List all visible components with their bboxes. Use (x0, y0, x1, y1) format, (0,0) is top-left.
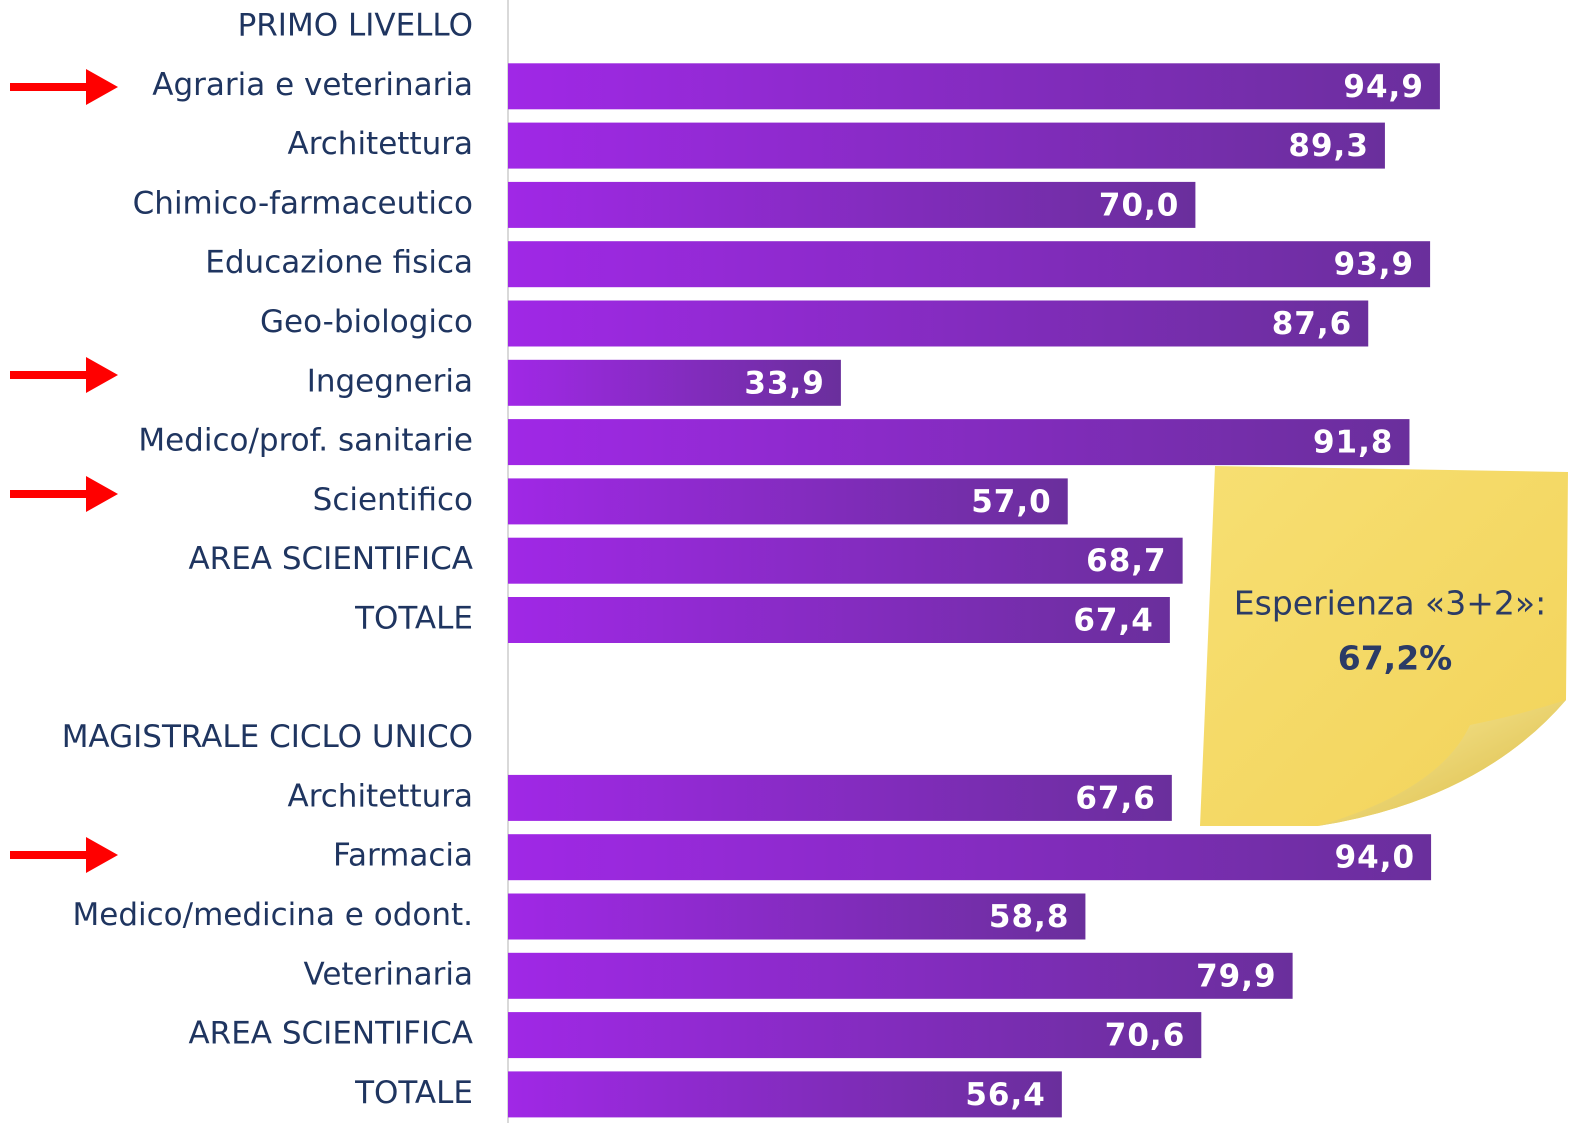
bar (508, 1071, 1062, 1118)
category-label: Veterinaria (304, 956, 473, 992)
arrow (10, 357, 118, 393)
bar (508, 419, 1410, 466)
value-label: 70,0 (1099, 187, 1180, 223)
category-label: AREA SCIENTIFICA (188, 541, 473, 577)
category-label: AREA SCIENTIFICA (188, 1016, 473, 1052)
bar (508, 537, 1183, 584)
value-label: 93,9 (1334, 247, 1415, 283)
category-label: Geo-biologico (260, 304, 473, 340)
category-label: Ingegneria (307, 363, 473, 399)
value-label: 70,6 (1105, 1018, 1186, 1054)
bar (508, 774, 1172, 821)
category-label: Agraria e veterinaria (152, 67, 473, 103)
note-text: Esperienza «3+2»: (1234, 584, 1546, 623)
bar (508, 893, 1086, 940)
category-label: TOTALE (354, 601, 473, 637)
value-label: 89,3 (1288, 128, 1369, 164)
bar (508, 241, 1431, 288)
category-label: Chimico-farmaceutico (133, 185, 473, 221)
category-label: Farmacia (333, 838, 473, 874)
value-label: 57,0 (971, 484, 1052, 520)
value-label: 94,9 (1343, 69, 1424, 105)
category-label: Architettura (287, 126, 473, 162)
value-label: 87,6 (1272, 306, 1353, 342)
category-label: Scientifico (313, 482, 473, 518)
arrow (10, 837, 118, 873)
note-value: 67,2% (1338, 639, 1453, 678)
category-label: TOTALE (354, 1075, 473, 1111)
bar (508, 834, 1432, 881)
value-label: 33,9 (744, 365, 825, 401)
value-label: 94,0 (1335, 840, 1416, 876)
sticky-note: Esperienza «3+2»: 67,2% (1200, 466, 1568, 826)
value-label: 67,4 (1073, 603, 1154, 639)
arrow (10, 476, 118, 512)
value-label: 68,7 (1086, 543, 1167, 579)
bar (508, 122, 1385, 169)
category-label: PRIMO LIVELLO (238, 8, 473, 44)
category-label: Medico/prof. sanitarie (138, 423, 473, 459)
note-curl (1318, 700, 1566, 826)
value-label: 58,8 (989, 899, 1070, 935)
value-label: 79,9 (1196, 958, 1277, 994)
category-label: Educazione fisica (205, 245, 473, 281)
category-label: MAGISTRALE CICLO UNICO (62, 719, 473, 755)
category-label: Architettura (287, 778, 473, 814)
bar (508, 359, 841, 406)
bar (508, 300, 1369, 347)
bar (508, 597, 1170, 643)
bar (508, 63, 1440, 110)
value-label: 56,4 (965, 1077, 1046, 1113)
category-label: Medico/medicina e odont. (73, 897, 473, 933)
bar (508, 952, 1293, 999)
value-label: 91,8 (1313, 425, 1394, 461)
value-label: 67,6 (1075, 780, 1156, 816)
bar (508, 1012, 1202, 1059)
arrow (10, 69, 118, 105)
bar (508, 478, 1068, 525)
bar (508, 181, 1196, 228)
arrows (10, 69, 118, 873)
